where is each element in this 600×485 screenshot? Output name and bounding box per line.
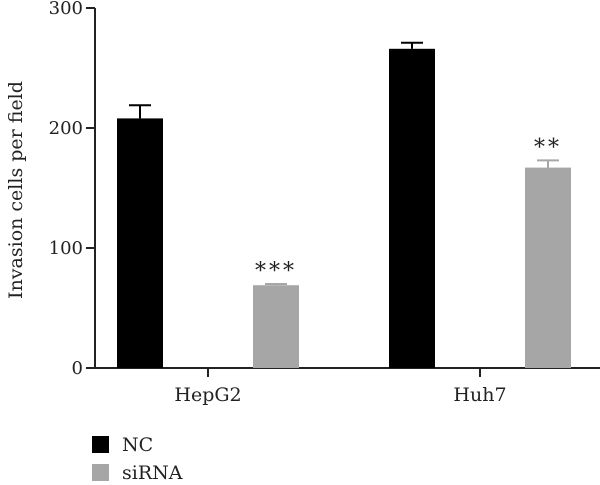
y-axis-ticks: 0 100 200 300: [49, 0, 95, 379]
significance-annotations: *****: [255, 135, 562, 284]
chart-legend: NC siRNA: [92, 434, 183, 484]
x-tick-label: HepG2: [174, 384, 241, 406]
y-tick-label: 300: [49, 0, 83, 19]
bar: [117, 118, 163, 369]
significance-marker: **: [534, 135, 562, 160]
legend-label: siRNA: [122, 462, 183, 484]
legend-swatch: [92, 464, 109, 481]
y-tick-label: 100: [49, 238, 83, 259]
chart-bars: [117, 41, 571, 369]
legend-label: NC: [122, 434, 153, 456]
bar: [253, 285, 299, 368]
legend-swatch: [92, 436, 109, 453]
x-tick-label: Huh7: [453, 384, 506, 406]
x-axis-ticks: HepG2 Huh7: [174, 368, 507, 406]
y-tick-label: 200: [49, 118, 83, 139]
chart-axes: [94, 8, 600, 369]
bar: [525, 167, 571, 368]
y-tick-label: 0: [72, 358, 83, 379]
significance-marker: ***: [255, 259, 297, 284]
y-axis-label: Invasion cells per field: [5, 81, 27, 299]
bar: [389, 48, 435, 369]
